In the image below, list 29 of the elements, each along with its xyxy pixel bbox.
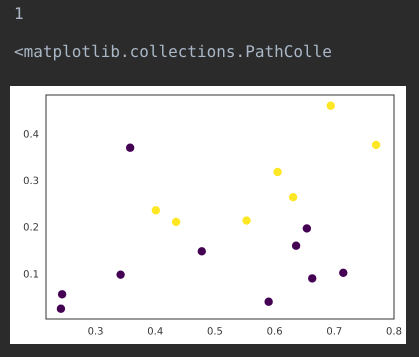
point: [307, 273, 318, 284]
x-tick-label: 0.7: [326, 326, 342, 338]
point: [338, 268, 348, 278]
point: [264, 296, 274, 307]
x-tick-label: 0.8: [386, 326, 402, 338]
point: [125, 142, 136, 153]
y-tick-label: 0.4: [23, 129, 39, 140]
point: [371, 140, 382, 150]
x-tick-label: 0.4: [147, 326, 164, 338]
point: [242, 216, 252, 226]
x-tick-label: 0.3: [88, 326, 104, 338]
point: [291, 240, 302, 251]
x-tick-label: 0.5: [206, 326, 223, 338]
point: [326, 100, 336, 111]
point: [116, 270, 126, 280]
point: [56, 304, 66, 314]
point: [150, 205, 161, 216]
point: [288, 192, 298, 202]
x-tick-label: 0.6: [266, 326, 283, 338]
text: <matplotlib.collections.PathColle: [14, 42, 332, 61]
point: [171, 216, 182, 227]
y-tick-label: 0.1: [23, 269, 39, 280]
point: [302, 223, 312, 234]
y-tick-label: 0.3: [23, 176, 39, 187]
y-tick-label: 0.2: [23, 222, 39, 234]
text: 1: [14, 4, 24, 23]
point: [272, 167, 283, 177]
point: [196, 246, 207, 256]
point: [57, 289, 68, 300]
